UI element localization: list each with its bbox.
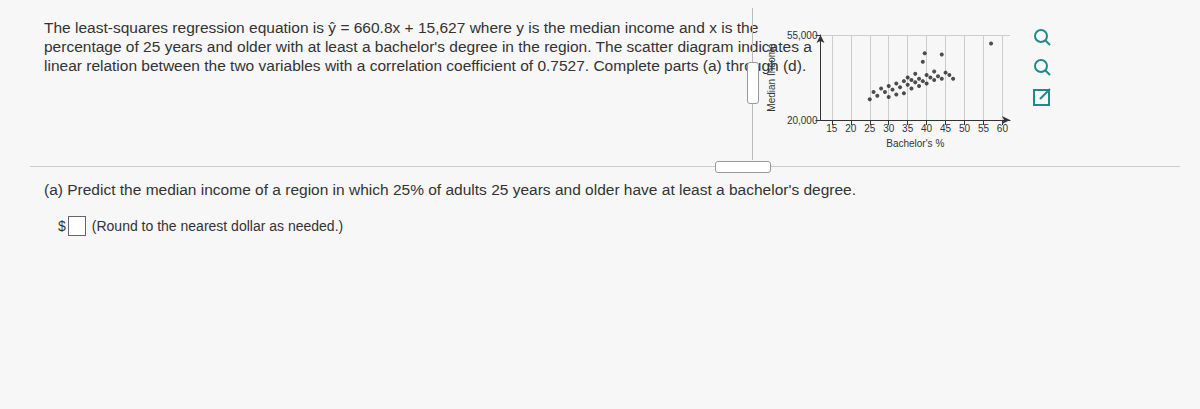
svg-text:25: 25	[864, 123, 876, 134]
html-text:linear relation between the tw: linear relation between the two variable…	[44, 57, 807, 74]
html-text:The least-squares regression e: The least-squares regression equation is…	[44, 19, 759, 36]
svg-text:Median Income: Median Income	[766, 43, 777, 112]
svg-text:35: 35	[902, 123, 914, 134]
svg-text:55,000: 55,000	[787, 30, 818, 41]
svg-text:55: 55	[978, 123, 990, 134]
svg-text:40: 40	[921, 123, 933, 134]
svg-text:30: 30	[883, 123, 895, 134]
html-text:percentage of 25 years and old: percentage of 25 years and older with at…	[44, 38, 812, 55]
svg-text:20,000: 20,000	[787, 115, 818, 126]
html-text:(Round to the nearest dollar a: (Round to the nearest dollar as needed.)	[91, 218, 344, 234]
svg-text:50: 50	[959, 123, 971, 134]
svg-text:15: 15	[826, 123, 838, 134]
svg-text:60: 60	[997, 123, 1009, 134]
html-text:(a) Predict the median income: (a) Predict the median income of a regio…	[44, 181, 856, 198]
svg-text:45: 45	[940, 123, 952, 134]
svg-text:Bachelor's %: Bachelor's %	[886, 138, 944, 149]
svg-text:20: 20	[845, 123, 857, 134]
